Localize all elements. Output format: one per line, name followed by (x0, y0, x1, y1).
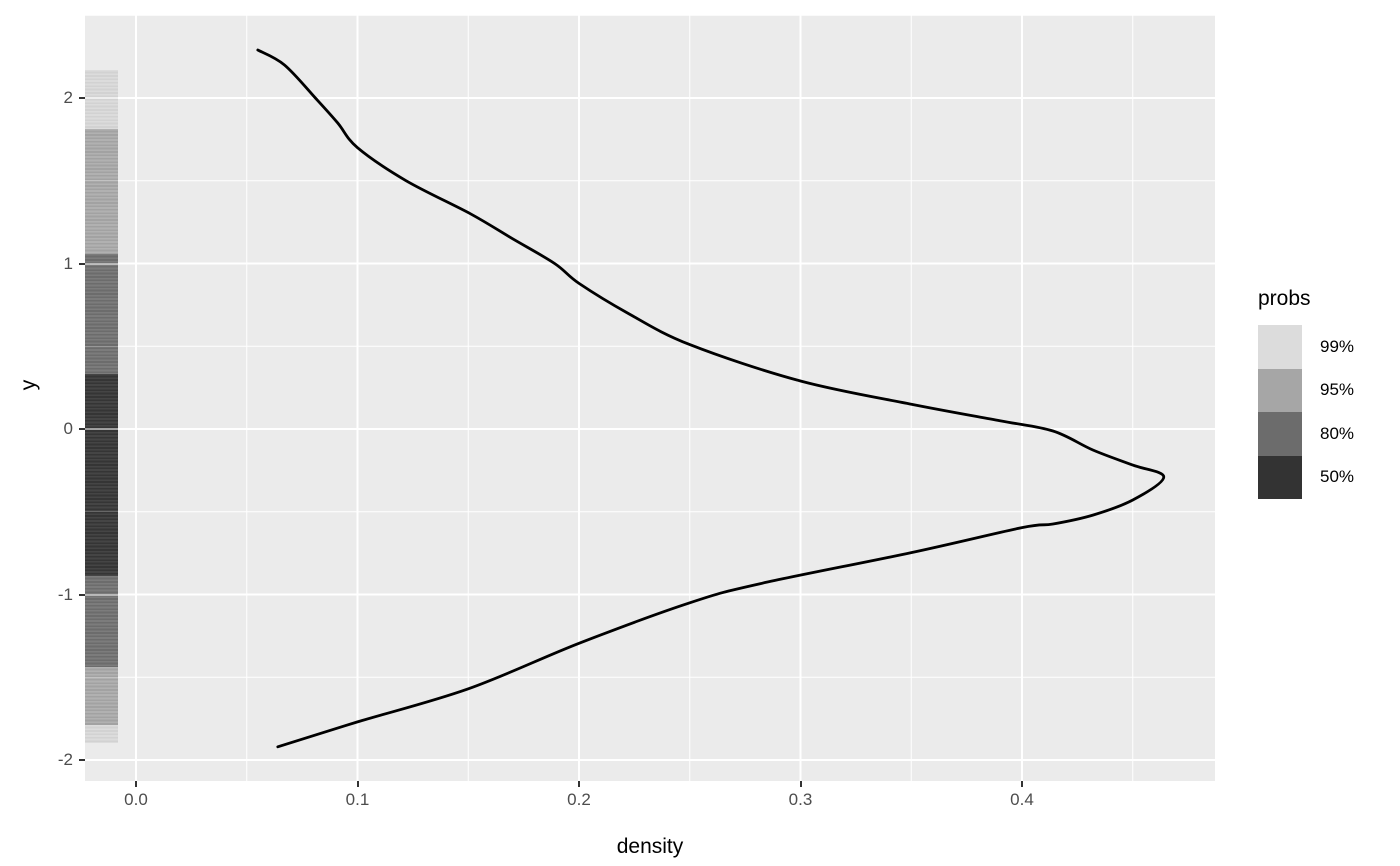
legend-swatch-99 (1258, 325, 1302, 369)
legend: probs 99% 95% 80% 50% (1258, 286, 1354, 499)
y-tick-mark (79, 97, 85, 99)
y-tick-label: 2 (63, 88, 73, 107)
x-tick-label: 0.2 (567, 790, 591, 809)
legend-entry: 80% (1258, 412, 1354, 456)
y-tick-label: -1 (57, 584, 73, 604)
legend-label: 95% (1320, 380, 1355, 400)
y-tick-mark (79, 262, 85, 265)
legend-label: 50% (1320, 467, 1355, 487)
y-tick-label: 1 (63, 253, 73, 273)
curve-layer (256, 48, 1166, 749)
x-tick-mark (1021, 781, 1023, 787)
y-axis-title: y (17, 379, 40, 391)
legend-swatch-95 (1258, 368, 1302, 412)
x-axis-title: density (616, 835, 684, 858)
x-tick-label: 0.1 (345, 790, 370, 809)
x-tick-mark (135, 781, 137, 787)
y-tick-mark (79, 593, 85, 596)
density-curve (256, 48, 1166, 749)
x-tick-label: 0.3 (788, 790, 813, 809)
x-tick-mark (578, 781, 580, 787)
y-tick-label: -2 (57, 750, 73, 769)
x-tick-label: 0.0 (124, 790, 148, 809)
x-tick-label: 0.4 (1010, 790, 1034, 809)
y-tick-mark (79, 759, 85, 761)
legend-label: 80% (1320, 423, 1355, 443)
legend-entry: 95% (1258, 368, 1355, 412)
legend-label: 99% (1320, 336, 1355, 356)
legend-swatch-80 (1258, 412, 1302, 456)
legend-title: probs (1258, 287, 1311, 310)
plot-panel (85, 15, 1215, 781)
y-tick-label: 0 (63, 419, 73, 438)
y-tick-mark (79, 428, 85, 430)
gridlines-layer (85, 15, 1215, 781)
legend-entries: 99% 95% 80% 50% (1258, 325, 1354, 499)
legend-entry: 50% (1258, 455, 1355, 499)
legend-entry: 99% (1258, 325, 1354, 369)
legend-swatch-50 (1258, 455, 1302, 499)
x-tick-mark (356, 781, 359, 787)
x-tick-mark (799, 781, 802, 787)
